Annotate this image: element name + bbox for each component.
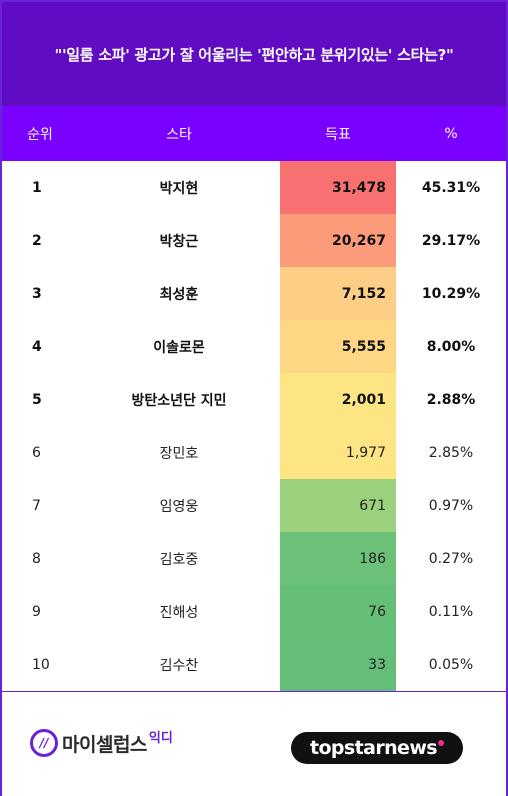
row-percent: 2.85% xyxy=(428,444,474,461)
row-rank: 8 xyxy=(32,550,41,567)
table-row: 6 장민호 1,977 2.85% xyxy=(2,426,506,479)
header-rank: 순위 xyxy=(27,126,53,143)
row-votes: 31,478 xyxy=(280,161,396,214)
row-votes: 7,152 xyxy=(280,267,396,320)
row-percent: 0.11% xyxy=(428,603,474,620)
row-star-name: 임영웅 xyxy=(159,498,199,515)
row-rank: 6 xyxy=(32,444,41,461)
row-votes: 76 xyxy=(280,585,396,638)
row-rank: 3 xyxy=(32,285,42,302)
mycelebs-logo-text: 마이셀럽스 xyxy=(62,733,147,756)
row-votes: 186 xyxy=(280,532,396,585)
row-star-name: 진해성 xyxy=(159,604,199,621)
topstarnews-logo-text: topstarnews xyxy=(310,737,438,759)
row-rank: 2 xyxy=(32,232,42,249)
page-title: "'일룸 소파' 광고가 잘 어울리는 '편안하고 분위기있는' 스타는?" xyxy=(54,45,454,64)
mycelebs-mark-icon: // xyxy=(30,729,58,757)
row-star-name: 이솔로몬 xyxy=(153,339,205,356)
header-star: 스타 xyxy=(166,126,192,143)
row-percent: 8.00% xyxy=(426,338,476,355)
row-percent: 0.05% xyxy=(428,656,474,673)
row-star-name: 김수찬 xyxy=(159,657,199,674)
topstarnews-dot-icon xyxy=(438,740,444,746)
row-star-name: 김호중 xyxy=(159,551,199,568)
row-star-name: 박지현 xyxy=(159,180,199,197)
header-percent: % xyxy=(444,125,458,142)
topstarnews-logo: topstarnews xyxy=(291,732,463,764)
table-row: 7 임영웅 671 0.97% xyxy=(2,479,506,532)
row-rank: 4 xyxy=(32,338,42,355)
row-votes: 33 xyxy=(280,638,396,691)
row-percent: 29.17% xyxy=(421,232,481,249)
table-row: 5 방탄소년단 지민 2,001 2.88% xyxy=(2,373,506,426)
table-row: 2 박창근 20,267 29.17% xyxy=(2,214,506,267)
header-votes: 득표 xyxy=(325,126,351,143)
row-rank: 5 xyxy=(32,391,42,408)
row-votes: 2,001 xyxy=(280,373,396,426)
table-row: 8 김호중 186 0.27% xyxy=(2,532,506,585)
row-percent: 2.88% xyxy=(426,391,476,408)
row-percent: 45.31% xyxy=(421,179,481,196)
row-rank: 1 xyxy=(32,179,42,196)
row-rank: 7 xyxy=(32,497,41,514)
row-star-name: 장민호 xyxy=(159,445,199,462)
mycelebs-logo: // 마이셀럽스 익디 xyxy=(30,725,173,761)
table-header: 순위 스타 득표 % xyxy=(2,106,506,161)
table-row: 10 김수찬 33 0.05% xyxy=(2,638,506,691)
row-percent: 0.97% xyxy=(428,497,474,514)
mycelebs-logo-sub: 익디 xyxy=(148,731,173,746)
table-row: 3 최성훈 7,152 10.29% xyxy=(2,267,506,320)
row-rank: 10 xyxy=(32,656,50,673)
row-votes: 1,977 xyxy=(280,426,396,479)
row-star-name: 박창근 xyxy=(159,233,199,250)
row-star-name: 방탄소년단 지민 xyxy=(131,392,227,409)
row-star-name: 최성훈 xyxy=(159,286,199,303)
row-votes: 5,555 xyxy=(280,320,396,373)
table-row: 4 이솔로몬 5,555 8.00% xyxy=(2,320,506,373)
row-votes: 671 xyxy=(280,479,396,532)
row-percent: 0.27% xyxy=(428,550,474,567)
title-bar: "'일룸 소파' 광고가 잘 어울리는 '편안하고 분위기있는' 스타는?" xyxy=(2,2,506,106)
row-percent: 10.29% xyxy=(421,285,481,302)
table-row: 1 박지현 31,478 45.31% xyxy=(2,161,506,214)
table-row: 9 진해성 76 0.11% xyxy=(2,585,506,638)
row-rank: 9 xyxy=(32,603,41,620)
row-votes: 20,267 xyxy=(280,214,396,267)
footer: // 마이셀럽스 익디 topstarnews xyxy=(2,691,506,796)
